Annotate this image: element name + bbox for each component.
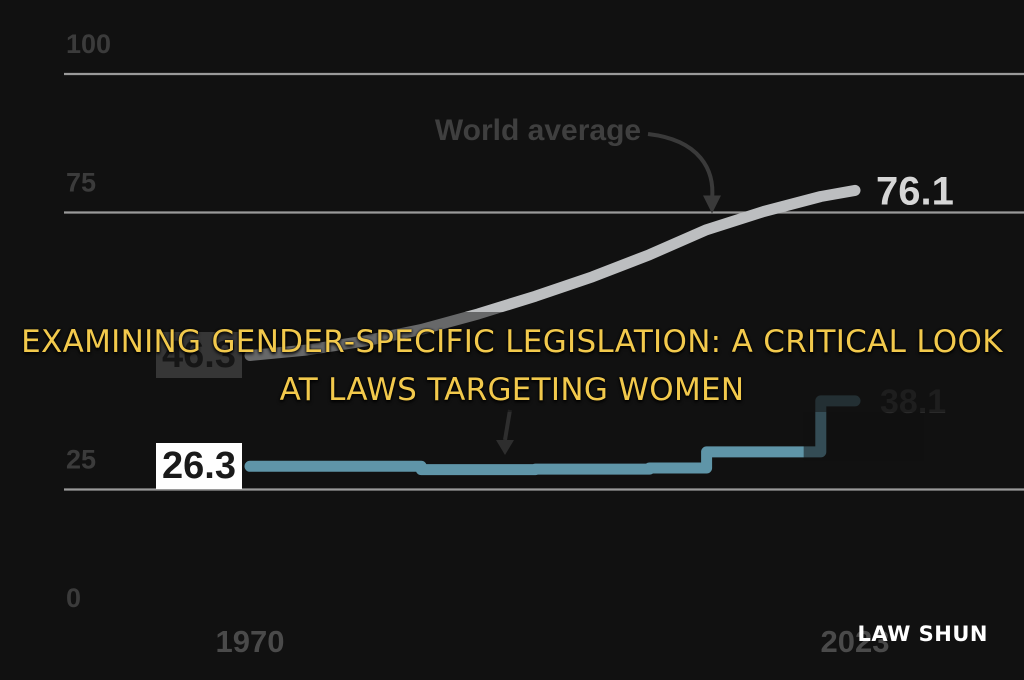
x-tick-label-1970: 1970 bbox=[216, 624, 285, 659]
page-title: EXAMINING GENDER-SPECIFIC LEGISLATION: A… bbox=[21, 324, 1003, 408]
world-average-arrow bbox=[647, 132, 715, 200]
annotation-world-average: World average bbox=[435, 114, 641, 147]
x-tick-label-2023: 2023 bbox=[821, 624, 890, 659]
brand-logo-text: LAW SHUN bbox=[857, 622, 988, 646]
annotations: World average bbox=[435, 114, 641, 147]
y-axis-tick-labels: 0 25 75 100 bbox=[66, 29, 111, 613]
series-2-arrowhead bbox=[496, 440, 514, 455]
series-2-start-label: 26.3 bbox=[156, 443, 242, 490]
y-tick-label-75: 75 bbox=[66, 168, 96, 198]
series-2-arrow bbox=[503, 409, 512, 441]
world-average-end-label: 76.1 bbox=[876, 169, 954, 213]
annotation-arrows bbox=[496, 132, 721, 455]
x-axis-tick-labels: 1970 2023 bbox=[216, 624, 890, 659]
y-tick-label-0: 0 bbox=[66, 583, 81, 613]
y-tick-label-100: 100 bbox=[66, 29, 111, 59]
world-average-arrowhead bbox=[703, 195, 721, 214]
gridlines bbox=[64, 72, 1024, 491]
y-tick-label-25: 25 bbox=[66, 445, 96, 475]
title-backdrop bbox=[0, 312, 1024, 412]
